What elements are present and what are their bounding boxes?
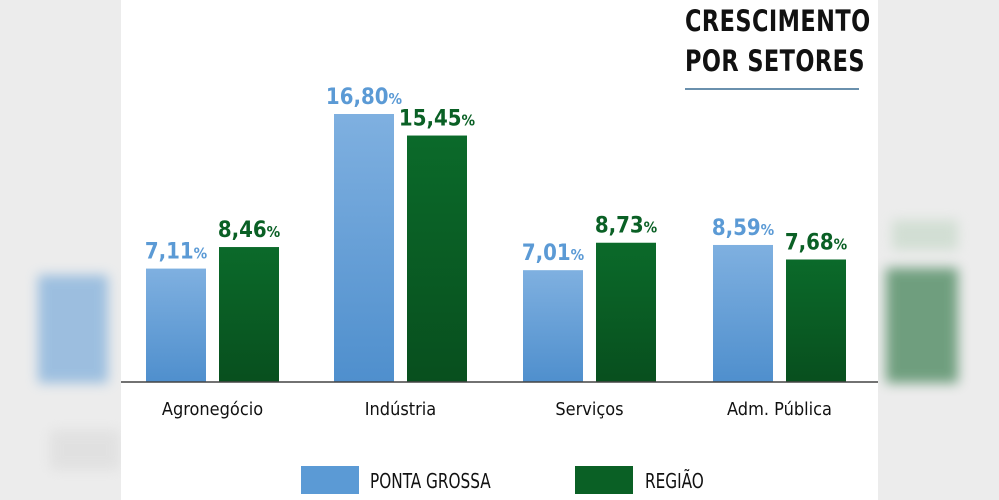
title-underline (685, 88, 859, 90)
data-label-regiao-industria: 15,45% (399, 107, 476, 132)
left-blurred-backdrop (0, 0, 121, 500)
legend-label-ponta-grossa: PONTA GROSSA (370, 469, 491, 493)
bar-ponta-grossa-servicos (523, 270, 583, 382)
data-label-regiao-servicos: 8,73% (595, 214, 658, 239)
data-label-regiao-adm-publica: 7,68% (785, 230, 848, 255)
chart-title-line-2: POR SETORES (685, 44, 865, 78)
data-label-regiao-agronegocio: 8,46% (218, 218, 281, 243)
bar-ponta-grossa-industria (334, 114, 394, 382)
bar-regiao-servicos (596, 242, 656, 382)
data-label-ponta-grossa-agronegocio: 7,11% (145, 240, 208, 265)
chart-title-line-1: CRESCIMENTO (685, 4, 871, 38)
category-label-adm-publica: Adm. Pública (727, 399, 832, 420)
category-label-agronegocio: Agronegócio (162, 399, 263, 420)
bar-regiao-adm-publica (786, 259, 846, 382)
category-label-industria: Indústria (365, 399, 436, 420)
data-label-ponta-grossa-industria: 16,80% (326, 85, 403, 110)
legend-swatch-ponta-grossa (301, 466, 359, 494)
legend-swatch-regiao (575, 466, 633, 494)
legend-label-regiao: REGIÃO (645, 469, 704, 493)
bar-ponta-grossa-agronegocio (146, 268, 206, 382)
data-label-ponta-grossa-servicos: 7,01% (522, 241, 585, 266)
bar-ponta-grossa-adm-publica (713, 244, 773, 382)
bar-regiao-industria (407, 135, 467, 382)
category-label-servicos: Serviços (555, 399, 623, 420)
right-blurred-backdrop (878, 0, 999, 500)
data-label-ponta-grossa-adm-publica: 8,59% (712, 216, 775, 241)
bar-regiao-agronegocio (219, 247, 279, 382)
